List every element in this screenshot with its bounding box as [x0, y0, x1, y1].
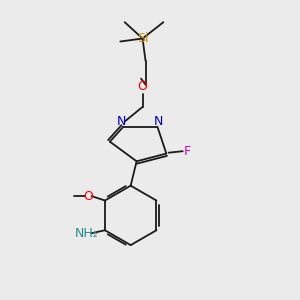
Text: N: N	[117, 115, 127, 128]
Text: NH₂: NH₂	[75, 227, 99, 240]
Text: Si: Si	[137, 32, 148, 45]
Text: O: O	[84, 190, 94, 202]
Text: N: N	[154, 115, 164, 128]
Text: O: O	[138, 80, 148, 93]
Text: F: F	[184, 145, 191, 158]
